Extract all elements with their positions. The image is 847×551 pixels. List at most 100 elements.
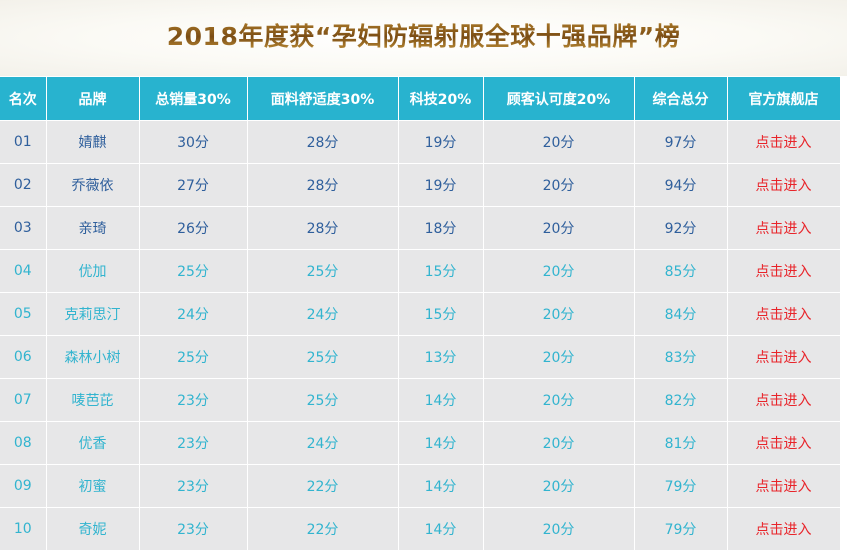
table-row: 07 唛芭芘 23分 25分 14分 20分 82分 点击进入 (0, 378, 841, 422)
tech-cell: 19分 (398, 163, 484, 207)
recognition-cell: 20分 (483, 421, 635, 465)
store-link[interactable]: 点击进入 (727, 464, 841, 508)
tech-cell: 15分 (398, 292, 484, 336)
recognition-cell: 20分 (483, 206, 635, 250)
fabric-cell: 28分 (247, 163, 399, 207)
brand-cell: 森林小树 (46, 335, 140, 379)
tech-cell: 14分 (398, 464, 484, 508)
brand-cell: 唛芭芘 (46, 378, 140, 422)
header-recognition: 顾客认可度20% (483, 77, 635, 121)
sales-cell: 27分 (139, 163, 248, 207)
fabric-cell: 25分 (247, 249, 399, 293)
store-link[interactable]: 点击进入 (727, 421, 841, 465)
tech-cell: 13分 (398, 335, 484, 379)
total-cell: 85分 (634, 249, 728, 293)
header-total: 综合总分 (634, 77, 728, 121)
tech-cell: 14分 (398, 378, 484, 422)
store-link[interactable]: 点击进入 (727, 292, 841, 336)
header-tech: 科技20% (398, 77, 484, 121)
sales-cell: 23分 (139, 421, 248, 465)
tech-cell: 18分 (398, 206, 484, 250)
rank-cell: 03 (0, 206, 47, 250)
store-link[interactable]: 点击进入 (727, 206, 841, 250)
rank-cell: 04 (0, 249, 47, 293)
table-row: 04 优加 25分 25分 15分 20分 85分 点击进入 (0, 249, 841, 293)
fabric-cell: 24分 (247, 292, 399, 336)
rank-cell: 01 (0, 120, 47, 164)
total-cell: 82分 (634, 378, 728, 422)
sales-cell: 23分 (139, 464, 248, 508)
total-cell: 83分 (634, 335, 728, 379)
header-sales: 总销量30% (139, 77, 248, 121)
total-cell: 94分 (634, 163, 728, 207)
total-cell: 97分 (634, 120, 728, 164)
recognition-cell: 20分 (483, 378, 635, 422)
fabric-cell: 22分 (247, 464, 399, 508)
store-link[interactable]: 点击进入 (727, 378, 841, 422)
recognition-cell: 20分 (483, 120, 635, 164)
rank-cell: 07 (0, 378, 47, 422)
sales-cell: 25分 (139, 335, 248, 379)
store-link[interactable]: 点击进入 (727, 335, 841, 379)
brand-cell: 乔薇依 (46, 163, 140, 207)
total-cell: 92分 (634, 206, 728, 250)
total-cell: 79分 (634, 464, 728, 508)
recognition-cell: 20分 (483, 335, 635, 379)
sales-cell: 24分 (139, 292, 248, 336)
store-link[interactable]: 点击进入 (727, 163, 841, 207)
table-row: 09 初蜜 23分 22分 14分 20分 79分 点击进入 (0, 464, 841, 508)
header-fabric: 面料舒适度30% (247, 77, 399, 121)
store-link[interactable]: 点击进入 (727, 120, 841, 164)
fabric-cell: 28分 (247, 206, 399, 250)
recognition-cell: 20分 (483, 163, 635, 207)
table-row: 01 婧麒 30分 28分 19分 20分 97分 点击进入 (0, 120, 841, 164)
fabric-cell: 24分 (247, 421, 399, 465)
table-header-row: 名次 品牌 总销量30% 面料舒适度30% 科技20% 顾客认可度20% 综合总… (0, 77, 841, 121)
brand-cell: 奇妮 (46, 507, 140, 551)
total-cell: 84分 (634, 292, 728, 336)
sales-cell: 23分 (139, 378, 248, 422)
table-row: 03 亲琦 26分 28分 18分 20分 92分 点击进入 (0, 206, 841, 250)
fabric-cell: 28分 (247, 120, 399, 164)
table-row: 08 优香 23分 24分 14分 20分 81分 点击进入 (0, 421, 841, 465)
fabric-cell: 25分 (247, 335, 399, 379)
total-cell: 81分 (634, 421, 728, 465)
rank-cell: 09 (0, 464, 47, 508)
ranking-table: 名次 品牌 总销量30% 面料舒适度30% 科技20% 顾客认可度20% 综合总… (0, 77, 841, 551)
sales-cell: 23分 (139, 507, 248, 551)
rank-cell: 08 (0, 421, 47, 465)
table-row: 02 乔薇依 27分 28分 19分 20分 94分 点击进入 (0, 163, 841, 207)
sales-cell: 30分 (139, 120, 248, 164)
recognition-cell: 20分 (483, 292, 635, 336)
recognition-cell: 20分 (483, 249, 635, 293)
brand-cell: 亲琦 (46, 206, 140, 250)
tech-cell: 14分 (398, 507, 484, 551)
store-link[interactable]: 点击进入 (727, 507, 841, 551)
recognition-cell: 20分 (483, 507, 635, 551)
store-link[interactable]: 点击进入 (727, 249, 841, 293)
sales-cell: 25分 (139, 249, 248, 293)
brand-cell: 优香 (46, 421, 140, 465)
brand-cell: 初蜜 (46, 464, 140, 508)
brand-cell: 克莉思汀 (46, 292, 140, 336)
page-title: 2018年度获“孕妇防辐射服全球十强品牌”榜 (0, 17, 847, 53)
table-row: 06 森林小树 25分 25分 13分 20分 83分 点击进入 (0, 335, 841, 379)
brand-cell: 婧麒 (46, 120, 140, 164)
header-rank: 名次 (0, 77, 47, 121)
sales-cell: 26分 (139, 206, 248, 250)
table-row: 10 奇妮 23分 22分 14分 20分 79分 点击进入 (0, 507, 841, 551)
tech-cell: 19分 (398, 120, 484, 164)
rank-cell: 05 (0, 292, 47, 336)
fabric-cell: 22分 (247, 507, 399, 551)
rank-cell: 06 (0, 335, 47, 379)
fabric-cell: 25分 (247, 378, 399, 422)
tech-cell: 14分 (398, 421, 484, 465)
table-row: 05 克莉思汀 24分 24分 15分 20分 84分 点击进入 (0, 292, 841, 336)
title-banner: 2018年度获“孕妇防辐射服全球十强品牌”榜 (0, 0, 847, 76)
tech-cell: 15分 (398, 249, 484, 293)
header-store: 官方旗舰店 (727, 77, 841, 121)
recognition-cell: 20分 (483, 464, 635, 508)
rank-cell: 10 (0, 507, 47, 551)
brand-cell: 优加 (46, 249, 140, 293)
